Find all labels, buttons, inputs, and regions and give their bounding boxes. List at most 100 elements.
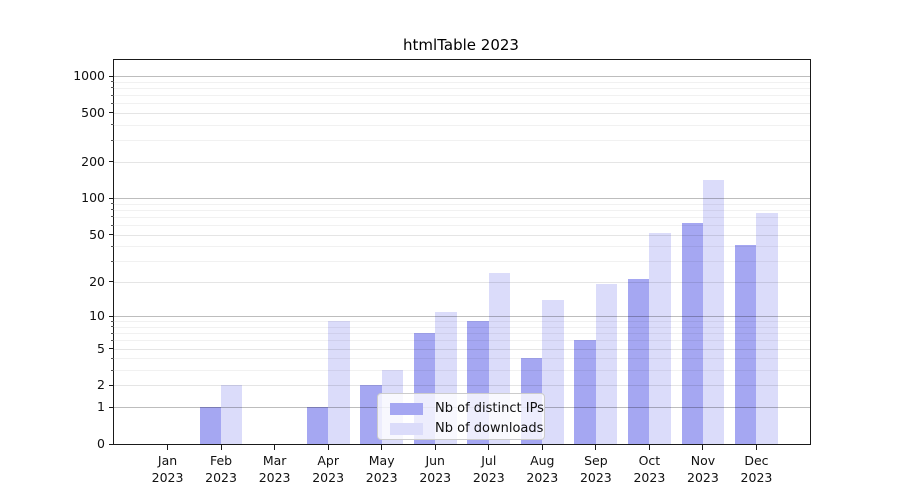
bar-downloads-dec [756, 213, 778, 444]
bar-downloads-feb [221, 385, 243, 444]
xtick-mark-aug [541, 445, 543, 450]
xtick-label-feb: Feb 2023 [189, 452, 253, 486]
ytick-mark-1 [109, 406, 114, 408]
xtick-label-aug: Aug 2023 [510, 452, 574, 486]
xtick-year: 2023 [633, 470, 666, 485]
xtick-year: 2023 [740, 470, 773, 485]
xtick-mark-sep [595, 445, 597, 450]
xtick-month: Sep [584, 453, 608, 468]
xtick-month: Jan [157, 453, 178, 468]
xtick-mark-feb [220, 445, 222, 450]
xtick-month: Feb [209, 453, 233, 468]
ytick-label-2: 2 [97, 377, 105, 393]
xtick-mark-mar [274, 445, 276, 450]
ytick-mark-minor-9 [111, 320, 114, 322]
xtick-month: Aug [530, 453, 555, 468]
ytick-mark-minor-40 [111, 245, 114, 247]
ytick-mark-minor-90 [111, 203, 114, 205]
bar-downloads-sep [595, 284, 618, 444]
ytick-label-100: 100 [81, 190, 105, 206]
gridline-minor-300 [114, 140, 810, 142]
xtick-year: 2023 [205, 470, 237, 485]
xtick-label-apr: Apr 2023 [296, 452, 360, 486]
xtick-label-jun: Jun 2023 [403, 452, 467, 486]
xtick-year: 2023 [258, 470, 291, 485]
gridline-minor-400 [114, 124, 810, 126]
ytick-label-10: 10 [89, 308, 105, 324]
ytick-mark-minor-7 [111, 332, 114, 334]
gridline-minor-30 [114, 261, 810, 263]
xtick-label-sep: Sep 2023 [564, 452, 628, 486]
bar-ips-feb [199, 407, 222, 444]
gridline-minor-3 [114, 370, 810, 372]
bar-ips-nov [681, 223, 703, 444]
xtick-mark-apr [327, 445, 329, 450]
xtick-label-jan: Jan 2023 [136, 452, 200, 486]
ytick-label-0: 0 [97, 436, 105, 451]
xtick-label-may: May 2023 [350, 452, 414, 486]
legend-label-downloads: Nb of downloads [435, 421, 544, 436]
ytick-mark-5 [109, 348, 114, 350]
bar-ips-apr [306, 407, 329, 444]
xtick-month: May [368, 453, 395, 468]
xtick-year: 2023 [579, 470, 612, 485]
legend-swatch-distinct-ips [390, 402, 423, 415]
xtick-month: Nov [690, 453, 716, 468]
bar-ips-dec [735, 244, 757, 444]
gridline-minor-900 [114, 81, 810, 83]
xtick-label-oct: Oct 2023 [617, 452, 681, 486]
chart-title: htmlTable 2023 [403, 36, 519, 54]
legend-swatch-downloads [390, 422, 423, 435]
gridline-100 [114, 198, 810, 200]
ytick-mark-minor-8 [111, 326, 114, 328]
gridline-5 [114, 348, 810, 350]
xtick-month: Mar [262, 453, 287, 468]
xtick-year: 2023 [312, 470, 345, 485]
ytick-mark-minor-60 [111, 224, 114, 226]
gridline-minor-80 [114, 209, 810, 211]
xtick-month: Oct [638, 453, 661, 468]
ytick-mark-1000 [109, 75, 114, 77]
ytick-mark-minor-80 [111, 209, 114, 211]
legend: Nb of distinct IPs Nb of downloads [377, 393, 545, 440]
xtick-mark-may [381, 445, 383, 450]
gridline-minor-60 [114, 225, 810, 227]
ytick-mark-200 [109, 161, 114, 163]
gridline-500 [114, 112, 810, 114]
gridline-200 [114, 161, 810, 163]
ytick-mark-minor-6 [111, 339, 114, 341]
gridline-minor-6 [114, 340, 810, 342]
xtick-month: Jul [481, 453, 497, 468]
ytick-mark-minor-4 [111, 357, 114, 359]
ytick-label-20: 20 [89, 273, 105, 289]
xtick-mark-dec [755, 445, 757, 450]
ytick-mark-minor-400 [111, 124, 114, 126]
bar-downloads-oct [649, 232, 671, 444]
ytick-mark-minor-700 [111, 94, 114, 96]
ytick-mark-10 [109, 315, 114, 317]
ytick-label-50: 50 [89, 226, 105, 242]
xtick-mark-jan [167, 445, 169, 450]
legend-item-downloads: Nb of downloads [390, 419, 544, 438]
xtick-year: 2023 [151, 470, 184, 485]
ytick-label-1: 1 [97, 399, 105, 415]
ytick-mark-minor-900 [111, 81, 114, 83]
ytick-mark-minor-70 [111, 216, 114, 218]
xtick-label-jul: Jul 2023 [457, 452, 521, 486]
gridline-minor-7 [114, 333, 810, 335]
xtick-mark-oct [648, 445, 650, 450]
gridline-minor-4 [114, 358, 810, 360]
ytick-label-1000: 1000 [73, 68, 105, 84]
legend-label-distinct-ips: Nb of distinct IPs [435, 401, 544, 416]
ytick-mark-50 [109, 234, 114, 236]
ytick-mark-100 [109, 197, 114, 199]
xtick-month: Apr [317, 453, 339, 468]
ytick-mark-20 [109, 281, 114, 283]
ytick-label-200: 200 [81, 153, 105, 169]
xtick-year: 2023 [687, 470, 719, 485]
ytick-mark-minor-800 [111, 87, 114, 89]
xtick-year: 2023 [472, 470, 505, 485]
gridline-minor-9 [114, 321, 810, 323]
plot-area [113, 59, 811, 445]
